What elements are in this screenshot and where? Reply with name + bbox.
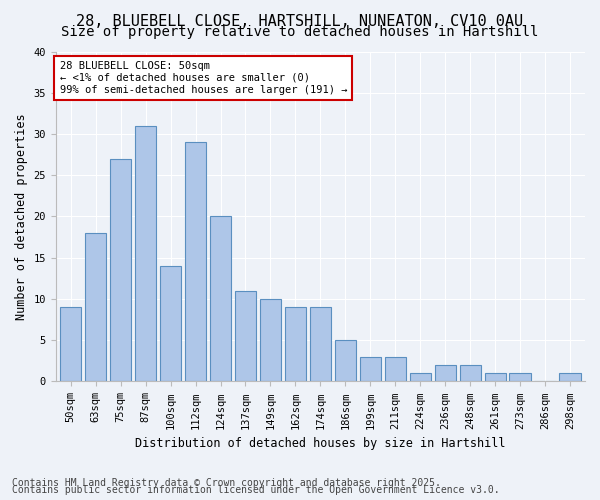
Bar (260, 299, 281, 382)
Bar (335, 340, 356, 382)
Text: Contains public sector information licensed under the Open Government Licence v3: Contains public sector information licen… (12, 485, 500, 495)
Bar (559, 373, 581, 382)
Bar (310, 307, 331, 382)
Bar (185, 142, 206, 382)
Bar (360, 356, 381, 382)
Bar (434, 365, 456, 382)
Bar (285, 307, 306, 382)
Text: 28, BLUEBELL CLOSE, HARTSHILL, NUNEATON, CV10 0AU: 28, BLUEBELL CLOSE, HARTSHILL, NUNEATON,… (76, 14, 524, 29)
Bar (509, 373, 531, 382)
Text: 28 BLUEBELL CLOSE: 50sqm
← <1% of detached houses are smaller (0)
99% of semi-de: 28 BLUEBELL CLOSE: 50sqm ← <1% of detach… (59, 62, 347, 94)
Text: Size of property relative to detached houses in Hartshill: Size of property relative to detached ho… (61, 25, 539, 39)
Y-axis label: Number of detached properties: Number of detached properties (15, 113, 28, 320)
Bar (110, 158, 131, 382)
Bar (85, 233, 106, 382)
Bar (235, 290, 256, 382)
Bar (460, 365, 481, 382)
Bar (385, 356, 406, 382)
Bar (135, 126, 156, 382)
Text: Contains HM Land Registry data © Crown copyright and database right 2025.: Contains HM Land Registry data © Crown c… (12, 478, 441, 488)
X-axis label: Distribution of detached houses by size in Hartshill: Distribution of detached houses by size … (135, 437, 506, 450)
Bar (160, 266, 181, 382)
Bar (210, 216, 231, 382)
Bar (60, 307, 82, 382)
Bar (485, 373, 506, 382)
Bar (410, 373, 431, 382)
